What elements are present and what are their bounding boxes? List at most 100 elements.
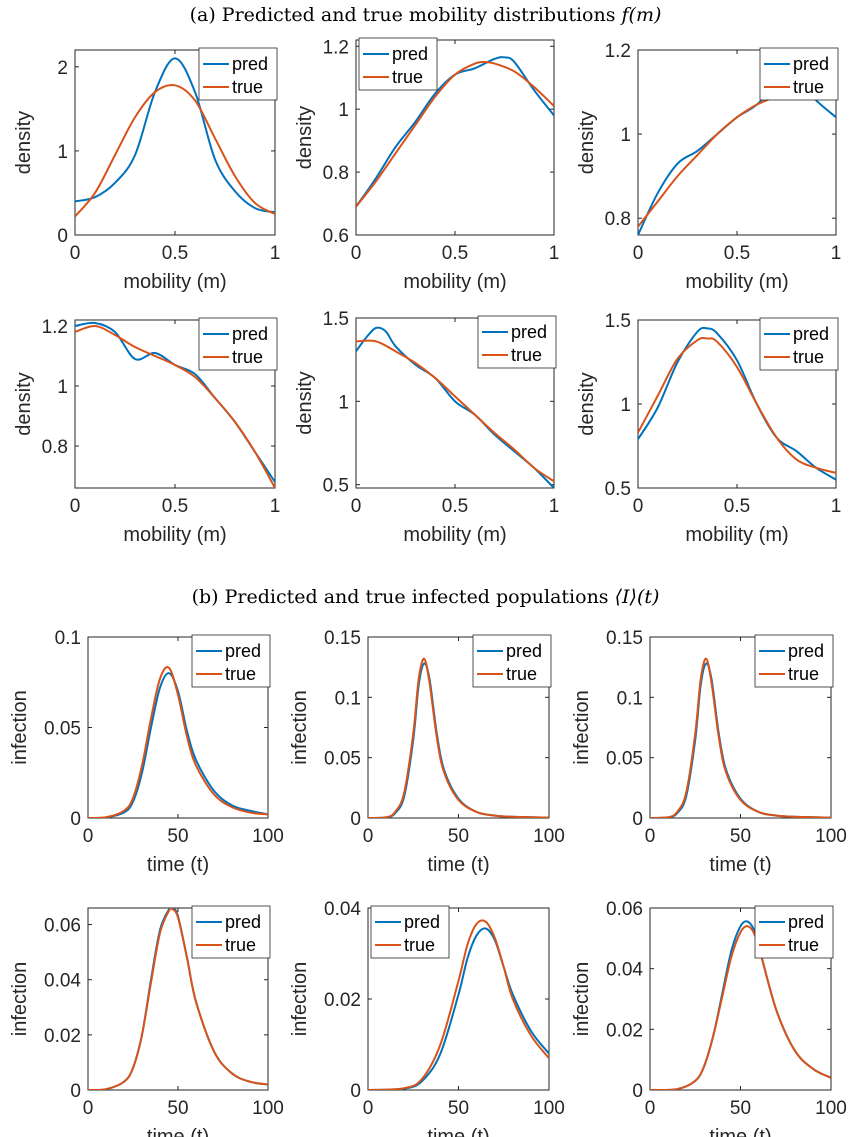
x-axis-label: mobility (m): [685, 524, 788, 546]
y-tick-label: 1.2: [323, 37, 349, 58]
x-tick-label: 0: [363, 826, 374, 847]
x-tick-label: 0: [70, 496, 81, 517]
y-tick-label: 0.5: [605, 479, 631, 500]
legend-label-true: true: [793, 77, 824, 97]
x-tick-label: 0: [645, 826, 656, 847]
y-tick-label: 0: [70, 809, 81, 830]
chart-panel-a4: 0 0.5 1 0.8 1 1.2 mobility (m) density pred true: [13, 317, 280, 546]
y-tick-label: 2: [57, 58, 68, 79]
y-axis-label: density: [294, 106, 316, 169]
y-tick-label: 0.04: [606, 960, 643, 981]
y-tick-label: 0.05: [44, 719, 81, 740]
x-tick-label: 1: [831, 243, 842, 264]
x-tick-label: 0: [633, 496, 644, 517]
y-tick-label: 0: [632, 809, 643, 830]
x-axis-label: time (t): [709, 1126, 771, 1137]
legend-label-pred: pred: [511, 322, 547, 342]
x-tick-label: 0.5: [724, 243, 750, 264]
legend-label-true: true: [511, 345, 542, 365]
x-axis-label: mobility (m): [403, 524, 506, 546]
y-tick-label: 1: [338, 392, 349, 413]
legend-box: [358, 37, 438, 91]
y-tick-label: 0.02: [606, 1020, 643, 1041]
legend: pred true: [759, 47, 839, 101]
legend-box: [754, 634, 834, 688]
x-tick-label: 0.5: [442, 243, 468, 264]
x-axis-label: mobility (m): [123, 524, 226, 546]
chart-panel-a2: 0 0.5 1 0.6 0.8 1 1.2 mobility (m) density pred tr…: [294, 37, 559, 293]
y-tick-label: 0.8: [42, 437, 68, 458]
y-axis-label: density: [13, 372, 35, 435]
legend: pred true: [198, 47, 278, 101]
series-line-pred: [638, 326, 836, 481]
x-tick-label: 100: [533, 826, 565, 847]
x-tick-label: 1: [549, 496, 560, 517]
x-tick-label: 50: [167, 826, 188, 847]
x-tick-label: 0: [645, 1098, 656, 1119]
series-line-true: [368, 657, 549, 818]
y-tick-label: 1: [338, 100, 349, 121]
legend-box: [759, 47, 839, 101]
x-tick-label: 0: [70, 243, 81, 264]
y-tick-label: 0.05: [324, 749, 361, 770]
y-axis-label: density: [294, 371, 316, 434]
chart-panel-b6: 0 50 100 0 0.02 0.04 0.06 time (t) infection pred…: [571, 899, 847, 1137]
y-axis-label: infection: [571, 962, 593, 1037]
caption-a-math: f(m): [621, 4, 662, 26]
series-line-true: [368, 919, 549, 1090]
legend: pred true: [198, 317, 278, 371]
y-tick-label: 0.1: [335, 688, 361, 709]
legend-label-true: true: [788, 935, 819, 955]
legend-box: [191, 905, 271, 959]
x-tick-label: 100: [252, 1098, 284, 1119]
legend: pred true: [370, 905, 450, 959]
legend-label-pred: pred: [404, 912, 440, 932]
legend-box: [370, 905, 450, 959]
legend: pred true: [754, 905, 834, 959]
chart-panel-b4: 0 50 100 0 0.02 0.04 0.06 time (t) infection pred…: [9, 905, 284, 1137]
legend-label-pred: pred: [793, 324, 829, 344]
y-axis-label: density: [576, 111, 598, 174]
legend-box: [191, 634, 271, 688]
y-tick-label: 1.5: [323, 309, 349, 330]
legend: pred true: [754, 634, 834, 688]
x-tick-label: 1: [270, 496, 281, 517]
y-axis-label: density: [576, 372, 598, 435]
x-tick-label: 0.5: [724, 496, 750, 517]
x-tick-label: 1: [549, 243, 560, 264]
x-tick-label: 50: [448, 1098, 469, 1119]
series-line-pred: [356, 56, 554, 208]
x-tick-label: 0.5: [162, 496, 188, 517]
x-tick-label: 0: [633, 243, 644, 264]
series-line-true: [356, 339, 554, 483]
legend: pred true: [191, 905, 271, 959]
legend-box: [754, 905, 834, 959]
y-tick-label: 0.6: [323, 226, 349, 247]
series-line-pred: [88, 672, 268, 818]
y-tick-label: 1.2: [42, 317, 68, 338]
caption-b-text: (b) Predicted and true infected populati…: [191, 586, 615, 608]
chart-panel-b2: 0 50 100 0 0.05 0.1 0.15 time (t) infection pred t…: [289, 628, 565, 876]
x-axis-label: time (t): [147, 854, 209, 876]
legend-label-true: true: [392, 67, 423, 87]
chart-panel-b1: 0 50 100 0 0.05 0.1 time (t) infection pred true: [9, 628, 284, 876]
x-tick-label: 0.5: [162, 243, 188, 264]
x-tick-label: 50: [448, 826, 469, 847]
x-tick-label: 0: [351, 496, 362, 517]
series-line-true: [650, 925, 831, 1090]
caption-b: (b) Predicted and true infected populati…: [0, 586, 851, 608]
series-line-true: [88, 908, 268, 1090]
y-tick-label: 0.15: [324, 628, 361, 649]
legend-label-pred: pred: [225, 912, 261, 932]
legend-label-true: true: [788, 664, 819, 684]
series-line-true: [75, 324, 275, 488]
legend-label-pred: pred: [788, 641, 824, 661]
legend-label-true: true: [404, 935, 435, 955]
y-tick-label: 0.06: [606, 899, 643, 920]
x-axis-label: time (t): [427, 1126, 489, 1137]
legend-label-true: true: [506, 664, 537, 684]
legend-label-pred: pred: [506, 641, 542, 661]
chart-panel-a3: 0 0.5 1 0.8 1 1.2 mobility (m) density pred true: [576, 41, 841, 293]
chart-panel-b3: 0 50 100 0 0.05 0.1 0.15 time (t) infection pred t…: [571, 628, 847, 876]
y-tick-label: 1.2: [605, 41, 631, 62]
